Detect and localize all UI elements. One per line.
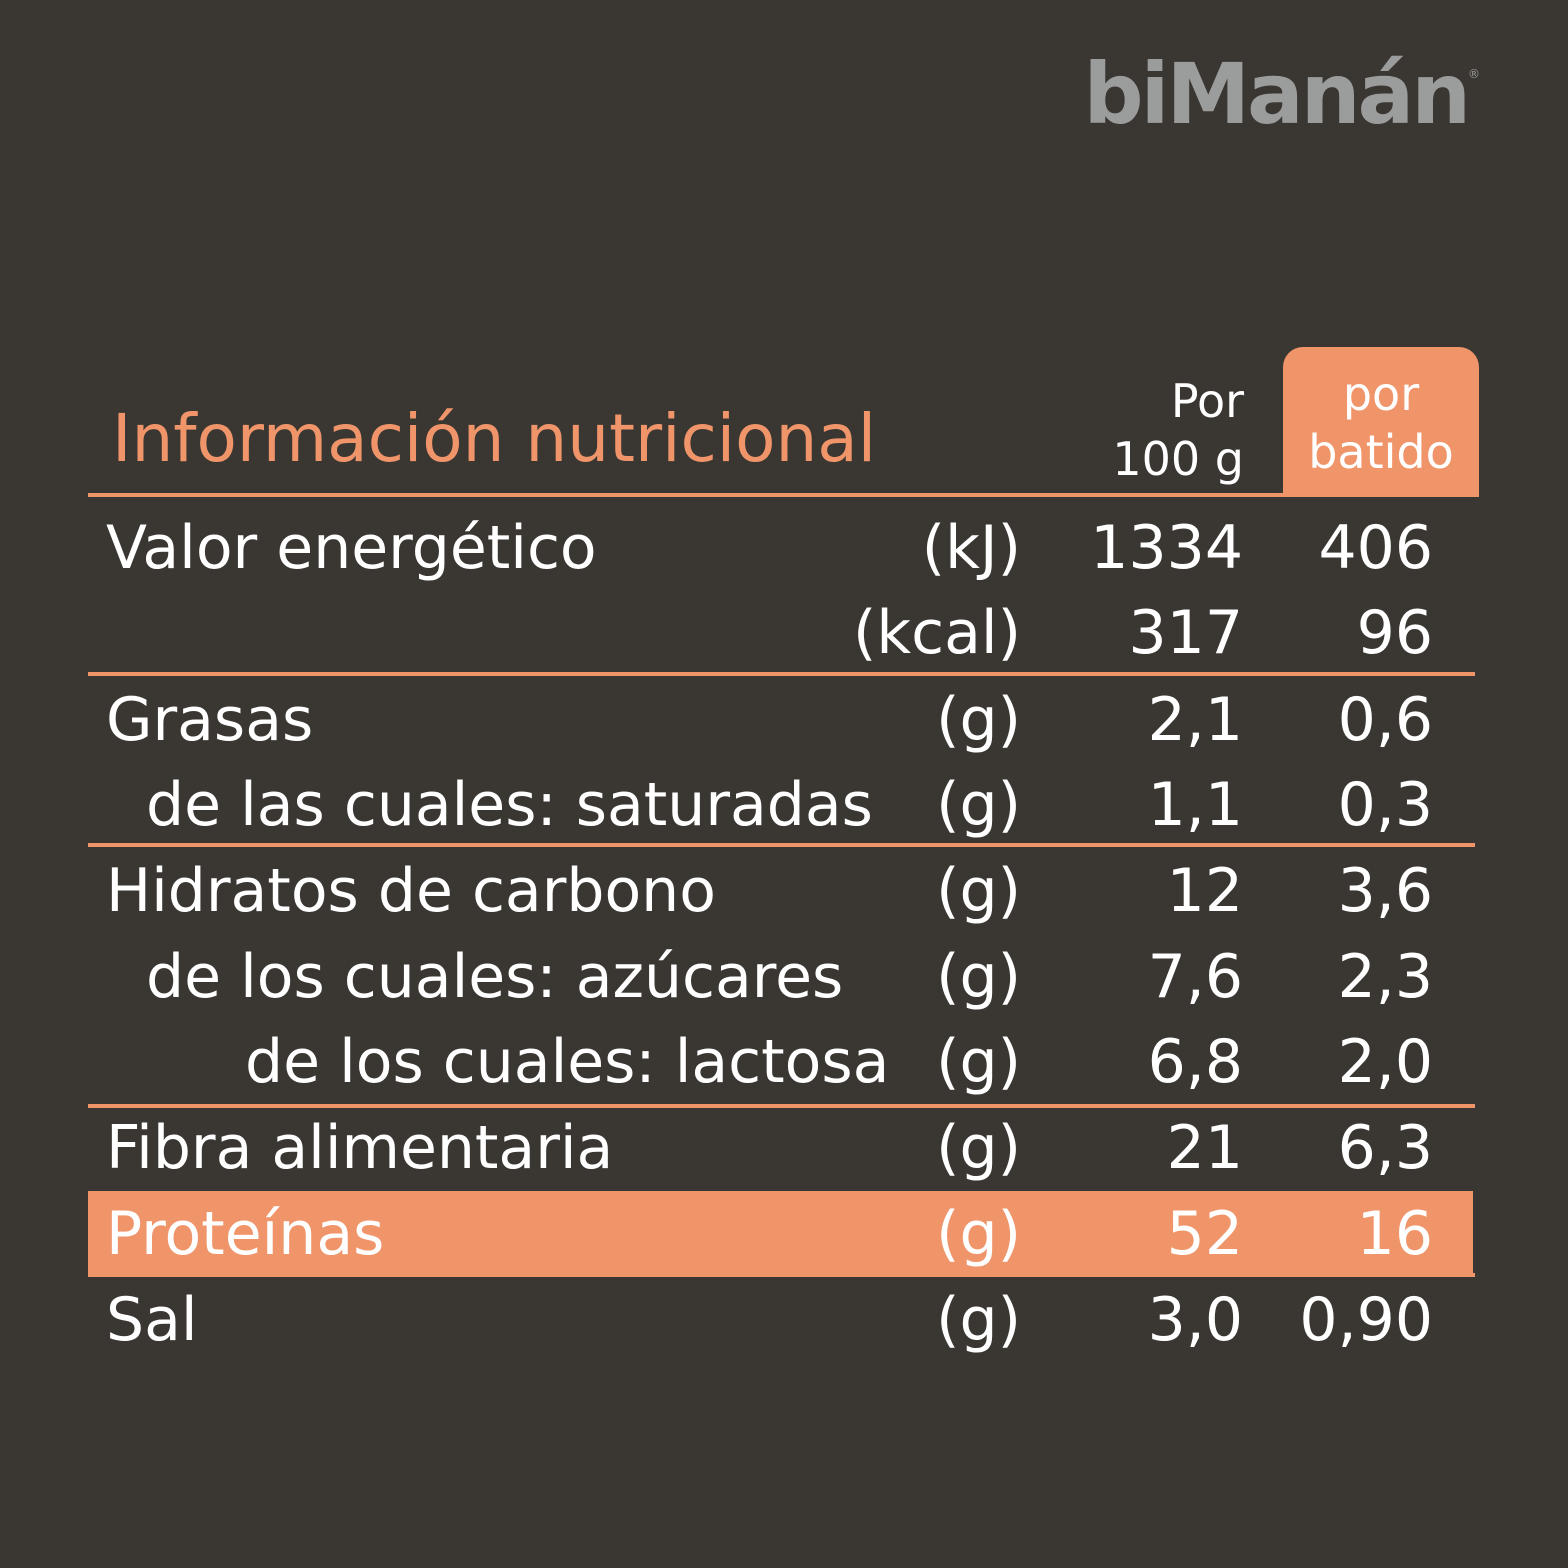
row-value-per-100g: 317	[1128, 598, 1243, 668]
row-label: Fibra alimentaria	[106, 1113, 614, 1183]
row-value-per-shake: 0,90	[1299, 1285, 1433, 1355]
row-value-per-100g: 7,6	[1147, 942, 1243, 1012]
brand-logo: biManán®	[1084, 52, 1480, 136]
row-label: de los cuales: lactosa	[245, 1027, 890, 1097]
row-unit: (g)	[936, 856, 1021, 926]
table-row-carbohydrates: Hidratos de carbono (g) 12 3,6	[88, 848, 1473, 934]
row-value-per-100g: 1,1	[1147, 770, 1243, 840]
row-value-per-100g: 21	[1166, 1113, 1243, 1183]
row-value-per-shake: 0,6	[1337, 685, 1433, 755]
row-unit: (g)	[936, 1027, 1021, 1097]
row-value-per-shake: 0,3	[1337, 770, 1433, 840]
row-value-per-100g: 3,0	[1147, 1285, 1243, 1355]
column-header-per-100g-line1: Por	[1170, 374, 1244, 428]
row-value-per-shake: 6,3	[1337, 1113, 1433, 1183]
registered-mark: ®	[1468, 67, 1480, 81]
row-unit: (g)	[936, 770, 1021, 840]
row-unit: (g)	[936, 942, 1021, 1012]
row-value-per-100g: 6,8	[1147, 1027, 1243, 1097]
row-value-per-shake: 406	[1318, 513, 1433, 583]
row-unit: (g)	[936, 685, 1021, 755]
row-unit: (g)	[936, 1113, 1021, 1183]
row-unit: (kJ)	[921, 513, 1021, 583]
table-row-energy-kcal: (kcal) 317 96	[88, 590, 1473, 676]
row-value-per-shake: 2,3	[1337, 942, 1433, 1012]
table-row-energy-kj: Valor energético (kJ) 1334 406	[88, 505, 1473, 591]
divider	[88, 843, 1475, 847]
row-label: Hidratos de carbono	[106, 856, 716, 926]
divider	[88, 1104, 1475, 1108]
row-value-per-100g: 1334	[1090, 513, 1243, 583]
row-unit: (g)	[936, 1285, 1021, 1355]
table-row-saturated-fat: de las cuales: saturadas (g) 1,1 0,3	[88, 762, 1473, 848]
row-unit: (kcal)	[853, 598, 1021, 668]
column-header-per-shake-line1: por	[1342, 367, 1420, 421]
table-row-sugars: de los cuales: azúcares (g) 7,6 2,3	[88, 934, 1473, 1020]
column-header-per-shake: por batido	[1283, 347, 1479, 497]
row-label: Valor energético	[106, 513, 597, 583]
row-value-per-100g: 2,1	[1147, 685, 1243, 755]
nutrition-title: Información nutricional	[112, 400, 877, 477]
row-value-per-shake: 96	[1356, 598, 1433, 668]
row-value-per-100g: 52	[1166, 1199, 1243, 1269]
column-header-per-100g: Por 100 g	[1064, 372, 1244, 488]
column-header-per-shake-line2: batido	[1308, 425, 1454, 479]
row-value-per-shake: 16	[1356, 1199, 1433, 1269]
table-row-protein: Proteínas (g) 52 16	[88, 1191, 1473, 1277]
row-label: Grasas	[106, 685, 314, 755]
row-label: Proteínas	[106, 1199, 385, 1269]
row-value-per-shake: 3,6	[1337, 856, 1433, 926]
row-unit: (g)	[936, 1199, 1021, 1269]
row-value-per-shake: 2,0	[1337, 1027, 1433, 1097]
divider	[88, 672, 1475, 676]
table-row-salt: Sal (g) 3,0 0,90	[88, 1277, 1473, 1363]
table-row-lactose: de los cuales: lactosa (g) 6,8 2,0	[88, 1019, 1473, 1105]
row-value-per-100g: 12	[1166, 856, 1243, 926]
table-row-fiber: Fibra alimentaria (g) 21 6,3	[88, 1105, 1473, 1191]
brand-name: biManán	[1083, 45, 1471, 143]
divider	[88, 1273, 1475, 1277]
table-row-fat: Grasas (g) 2,1 0,6	[88, 677, 1473, 763]
row-label: de los cuales: azúcares	[146, 942, 844, 1012]
divider	[88, 493, 1475, 497]
row-label: de las cuales: saturadas	[146, 770, 873, 840]
column-header-per-100g-line2: 100 g	[1112, 432, 1244, 486]
row-label: Sal	[106, 1285, 198, 1355]
